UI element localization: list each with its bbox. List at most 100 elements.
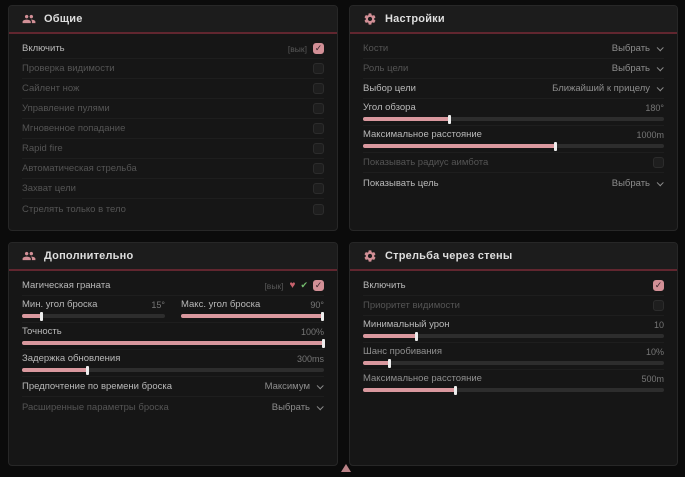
row-label: Роль цели bbox=[363, 63, 409, 74]
slider-handle[interactable] bbox=[86, 365, 90, 375]
max-throw-angle-slider[interactable] bbox=[181, 311, 324, 321]
slider-handle[interactable] bbox=[388, 358, 392, 368]
row-label: Включить bbox=[363, 280, 406, 291]
row-label: Rapid fire bbox=[22, 143, 63, 154]
max-throw-angle-block: Макс. угол броска 90° bbox=[181, 299, 324, 321]
max-distance-slider[interactable] bbox=[363, 141, 664, 151]
penetration-chance-slider[interactable] bbox=[363, 358, 664, 368]
min-damage-slider[interactable] bbox=[363, 331, 664, 341]
panel-title: Стрельба через стены bbox=[385, 250, 513, 262]
users-icon bbox=[22, 249, 36, 263]
panel-wallbang: Стрельба через стены Включить ✓ Приорите… bbox=[349, 242, 678, 466]
gear-icon bbox=[363, 12, 377, 26]
checkbox[interactable]: ✓ bbox=[313, 143, 324, 154]
row-label: Захват цели bbox=[22, 183, 76, 194]
panel-wallbang-header[interactable]: Стрельба через стены bbox=[350, 243, 677, 271]
accuracy-slider[interactable] bbox=[22, 338, 325, 348]
chevron-down-icon bbox=[656, 64, 664, 72]
slider-value: 500m bbox=[641, 373, 664, 384]
panel-settings-header[interactable]: Настройки bbox=[350, 6, 677, 34]
slider-handle[interactable] bbox=[415, 331, 419, 341]
slider-value: 100% bbox=[300, 326, 324, 337]
chevron-down-icon bbox=[316, 402, 324, 410]
row-label: Угол обзора bbox=[363, 102, 416, 113]
checkbox[interactable]: ✓ bbox=[653, 280, 664, 291]
panel-general-body: Включить [вык] ✓ Проверка видимости ✓ Са… bbox=[9, 34, 337, 219]
target-role-dropdown[interactable]: Выбрать bbox=[610, 61, 664, 76]
min-throw-angle-slider[interactable] bbox=[22, 311, 165, 321]
checkbox[interactable]: ✓ bbox=[313, 203, 324, 215]
panel-additional: Дополнительно Магическая граната [вык] ♥… bbox=[8, 242, 338, 466]
gear-icon bbox=[363, 249, 377, 263]
cursor-triangle-icon bbox=[341, 464, 351, 472]
row-label: Максимальное расстояние bbox=[363, 129, 482, 140]
row-label: Показывать цель bbox=[363, 177, 439, 189]
slider-row-accuracy: Точность 100% bbox=[22, 323, 325, 350]
show-target-dropdown[interactable]: Выбрать bbox=[610, 176, 664, 191]
toggle-row-rapid-fire: Rapid fire ✓ bbox=[22, 139, 324, 159]
select-row-target-selection: Выбор цели Ближайший к прицелу bbox=[363, 79, 664, 99]
row-label: Точность bbox=[22, 326, 62, 337]
toggle-row-instant-hit: Мгновенное попадание ✓ bbox=[22, 119, 324, 139]
select-row-target-role: Роль цели Выбрать bbox=[363, 59, 664, 79]
checkbox[interactable]: ✓ bbox=[313, 63, 324, 74]
row-label: Шанс пробивания bbox=[363, 346, 443, 357]
keybind-tag: [вык] bbox=[264, 280, 284, 291]
checkbox[interactable]: ✓ bbox=[313, 280, 324, 291]
slider-handle[interactable] bbox=[40, 311, 44, 321]
row-label: Стрелять только в тело bbox=[22, 203, 126, 215]
target-selection-dropdown[interactable]: Ближайший к прицелу bbox=[550, 81, 664, 96]
checkbox[interactable]: ✓ bbox=[313, 123, 324, 134]
toggle-row-visibility-check: Проверка видимости ✓ bbox=[22, 59, 324, 79]
row-label: Мин. угол броска bbox=[22, 299, 98, 310]
checkbox[interactable]: ✓ bbox=[313, 43, 324, 54]
row-label: Кости bbox=[363, 43, 389, 54]
panel-additional-body: Магическая граната [вык] ♥ ✔ ✓ Мин. угол… bbox=[9, 271, 337, 417]
bones-dropdown[interactable]: Выбрать bbox=[610, 41, 664, 56]
checkbox[interactable]: ✓ bbox=[653, 300, 664, 311]
toggle-row-visibility-priority: Приоритет видимости ✓ bbox=[363, 296, 664, 316]
slider-handle[interactable] bbox=[454, 385, 458, 395]
row-label: Сайлент нож bbox=[22, 83, 80, 94]
update-delay-slider[interactable] bbox=[22, 365, 324, 375]
check-icon[interactable]: ✔ bbox=[300, 280, 308, 290]
checkbox[interactable]: ✓ bbox=[313, 183, 324, 194]
max-distance-wallbang-slider[interactable] bbox=[363, 385, 664, 395]
toggle-row-target-lock: Захват цели ✓ bbox=[22, 179, 324, 199]
heart-icon[interactable]: ♥ bbox=[289, 279, 296, 291]
slider-value: 10 bbox=[653, 319, 664, 330]
select-row-show-target: Показывать цель Выбрать bbox=[363, 173, 664, 193]
slider-value: 300ms bbox=[296, 353, 324, 364]
checkbox[interactable]: ✓ bbox=[313, 83, 324, 94]
panel-additional-header[interactable]: Дополнительно bbox=[9, 243, 337, 271]
toggle-row-body-only: Стрелять только в тело ✓ bbox=[22, 199, 324, 219]
slider-handle[interactable] bbox=[322, 338, 325, 348]
select-row-advanced-throw-params: Расширенные параметры броска Выбрать bbox=[22, 397, 324, 417]
slider-handle[interactable] bbox=[553, 141, 557, 151]
advanced-throw-params-dropdown[interactable]: Выбрать bbox=[270, 400, 324, 415]
checkbox[interactable]: ✓ bbox=[313, 163, 324, 174]
row-label: Предпочтение по времени броска bbox=[22, 381, 172, 392]
slider-row-penetration-chance: Шанс пробивания 10% bbox=[363, 343, 664, 370]
chevron-down-icon bbox=[656, 178, 664, 186]
slider-handle[interactable] bbox=[320, 311, 324, 321]
toggle-row-auto-fire: Автоматическая стрельба ✓ bbox=[22, 159, 324, 179]
slider-value: 10% bbox=[645, 346, 664, 357]
checkbox[interactable]: ✓ bbox=[313, 103, 324, 114]
row-label: Выбор цели bbox=[363, 83, 416, 94]
panel-title: Настройки bbox=[385, 13, 445, 25]
min-throw-angle-block: Мин. угол броска 15° bbox=[22, 299, 165, 321]
fov-slider[interactable] bbox=[363, 114, 664, 124]
row-label: Проверка видимости bbox=[22, 63, 115, 74]
row-label: Магическая граната bbox=[22, 280, 111, 291]
slider-value: 15° bbox=[151, 299, 165, 310]
checkbox[interactable]: ✓ bbox=[653, 157, 664, 168]
row-label: Расширенные параметры броска bbox=[22, 401, 169, 413]
panel-general-header[interactable]: Общие bbox=[9, 6, 337, 34]
slider-row-fov: Угол обзора 180° bbox=[363, 99, 664, 126]
slider-handle[interactable] bbox=[448, 114, 452, 124]
select-row-throw-time-preference: Предпочтение по времени броска Максимум bbox=[22, 377, 324, 397]
throw-time-preference-dropdown[interactable]: Максимум bbox=[263, 379, 324, 394]
chevron-down-icon bbox=[656, 44, 664, 52]
panel-settings: Настройки Кости Выбрать Роль цели Выбрат… bbox=[349, 5, 678, 231]
